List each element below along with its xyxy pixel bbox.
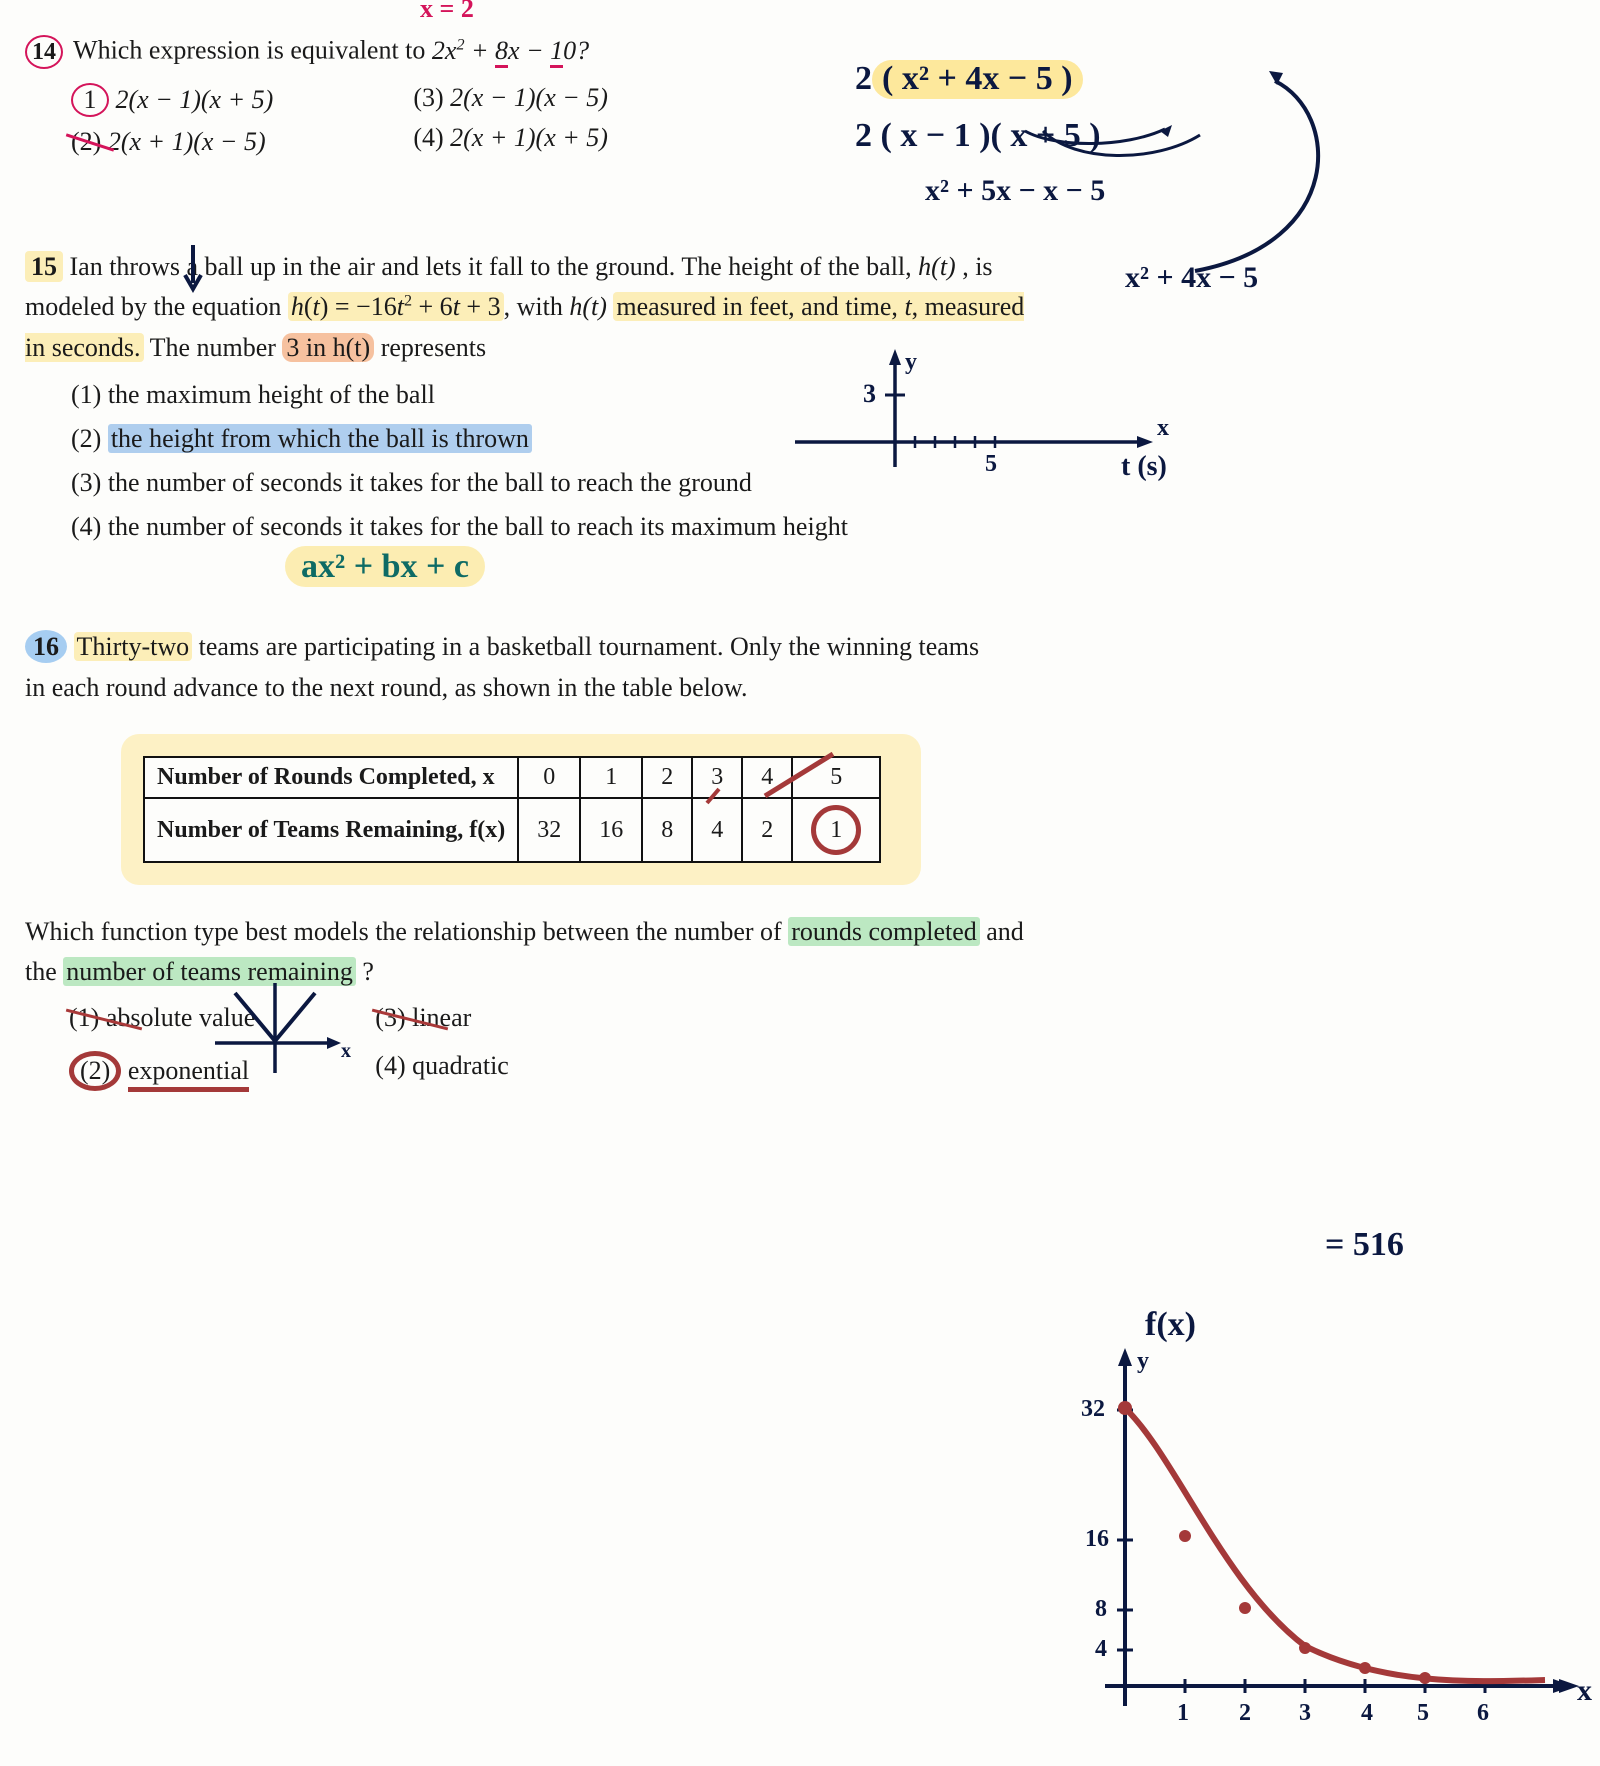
q14-choice-1: 1 2(x − 1)(x + 5) bbox=[71, 83, 273, 117]
q16-hl1: rounds completed bbox=[788, 917, 980, 946]
q15-opt4: (4) the number of seconds it takes for t… bbox=[71, 512, 931, 542]
q14-prompt: 14 Which expression is equivalent to 2x2… bbox=[25, 35, 1575, 69]
q15-three: 3 in h(t) bbox=[282, 333, 374, 362]
tick-icon bbox=[705, 785, 745, 813]
q14-work-line2: 2 ( x − 1 )( x + 5 ) bbox=[855, 110, 1258, 163]
svg-text:5: 5 bbox=[1417, 1700, 1429, 1726]
tbl-r1h: Number of Rounds Completed, x bbox=[144, 757, 518, 798]
tbl-r-2: 2 bbox=[642, 757, 692, 798]
svg-text:y: y bbox=[905, 349, 917, 375]
q16-options: (1) absolute value (2) exponential (3) l… bbox=[69, 1003, 1575, 1091]
svg-text:3: 3 bbox=[1299, 1700, 1311, 1726]
choice-1-circle: 1 bbox=[71, 83, 109, 117]
svg-text:8: 8 bbox=[1095, 1596, 1107, 1622]
q16-table: Number of Rounds Completed, x 0 1 2 3 4 … bbox=[143, 756, 881, 863]
svg-text:1: 1 bbox=[1177, 1700, 1189, 1726]
q15-eqn: h(t) = −16t2 + 6t + 3 bbox=[288, 292, 504, 321]
svg-text:5: 5 bbox=[985, 451, 997, 477]
tbl-t-1: 16 bbox=[580, 798, 642, 862]
q14-work-line3: x² + 5x − x − 5 bbox=[925, 168, 1258, 215]
q15-down-arrow bbox=[173, 241, 213, 301]
svg-text:32: 32 bbox=[1081, 1396, 1105, 1422]
q16-opt3: (3) linear bbox=[375, 1003, 509, 1033]
tbl-r2h: Number of Teams Remaining, f(x) bbox=[144, 798, 518, 862]
tbl-r-5: 5 bbox=[792, 757, 880, 798]
q14-expression: 2x2 + 8x − 10? bbox=[432, 36, 589, 65]
q15-ht: h(t) bbox=[918, 252, 956, 281]
q14-choice-3: (3) 2(x − 1)(x − 5) bbox=[413, 83, 608, 113]
svg-text:x: x bbox=[1157, 415, 1169, 441]
svg-text:16: 16 bbox=[1085, 1526, 1109, 1552]
svg-text:y: y bbox=[1137, 1348, 1149, 1374]
q16-table-wrap: Number of Rounds Completed, x 0 1 2 3 4 … bbox=[121, 734, 921, 885]
tbl-r-0: 0 bbox=[518, 757, 580, 798]
q15-s3: , with bbox=[504, 292, 570, 321]
tbl-t-0: 32 bbox=[518, 798, 580, 862]
svg-text:4: 4 bbox=[1361, 1700, 1373, 1726]
q15-abxc: ax² + bx + c bbox=[285, 548, 1575, 586]
q14-choice-2: (2) 2(x + 1)(x − 5) bbox=[71, 127, 273, 157]
q14-c1-text: 2(x − 1)(x + 5) bbox=[116, 85, 274, 114]
question-16: 16 Thirty-two teams are participating in… bbox=[25, 626, 1575, 1091]
q15-s5: The number bbox=[150, 333, 283, 362]
q14-text: Which expression is equivalent to bbox=[73, 36, 432, 65]
slash-icon bbox=[755, 748, 845, 808]
q15-mini-graph: 3 y x 5 t (s) bbox=[785, 347, 1215, 487]
tbl-t-2: 8 bbox=[642, 798, 692, 862]
svg-text:x: x bbox=[341, 1040, 351, 1062]
q15-num: 15 bbox=[25, 251, 63, 282]
q14-work-line1: 2( x² + 4x − 5 ) bbox=[855, 53, 1258, 106]
q14-choices: 1 2(x − 1)(x + 5) (2) 2(x + 1)(x − 5) (3… bbox=[71, 83, 1575, 157]
q16-32: Thirty-two bbox=[74, 632, 193, 661]
q14-num-circle: 14 bbox=[25, 35, 63, 69]
annotation-x-equals-2: x = 2 bbox=[420, 0, 474, 24]
choice-2-struck: (2) bbox=[71, 127, 101, 156]
svg-text:t (s): t (s) bbox=[1121, 451, 1167, 482]
question-15: 15 Ian throws a ball up in the air and l… bbox=[25, 247, 1575, 586]
question-14: 14 Which expression is equivalent to 2x2… bbox=[25, 35, 1575, 157]
svg-text:4: 4 bbox=[1095, 1636, 1107, 1662]
svg-text:6: 6 bbox=[1477, 1700, 1489, 1726]
q15-s6: represents bbox=[381, 333, 486, 362]
q16-body: 16 Thirty-two teams are participating in… bbox=[25, 626, 995, 708]
q16-num: 16 bbox=[25, 630, 67, 663]
tbl-r-1: 1 bbox=[580, 757, 642, 798]
q14-c2-text: 2(x + 1)(x − 5) bbox=[108, 127, 266, 156]
q15-g-y3: 3 bbox=[863, 379, 876, 408]
q15-ht2: h(t) bbox=[569, 292, 607, 321]
absval-sketch-icon: x bbox=[205, 973, 355, 1083]
q16-p2: Which function type best models the rela… bbox=[25, 912, 1025, 993]
corner-annotation: = 516 bbox=[1325, 1226, 1404, 1264]
svg-text:x: x bbox=[1577, 1674, 1592, 1707]
q14-choice-4: (4) 2(x + 1)(x + 5) bbox=[413, 123, 608, 153]
svg-text:2: 2 bbox=[1239, 1700, 1251, 1726]
q16-opt4: (4) quadratic bbox=[375, 1051, 509, 1081]
q16-exponential-graph: 32 16 8 4 1 2 3 4 5 6 y x bbox=[1045, 1336, 1600, 1766]
tbl-t-3: 4 bbox=[692, 798, 742, 862]
